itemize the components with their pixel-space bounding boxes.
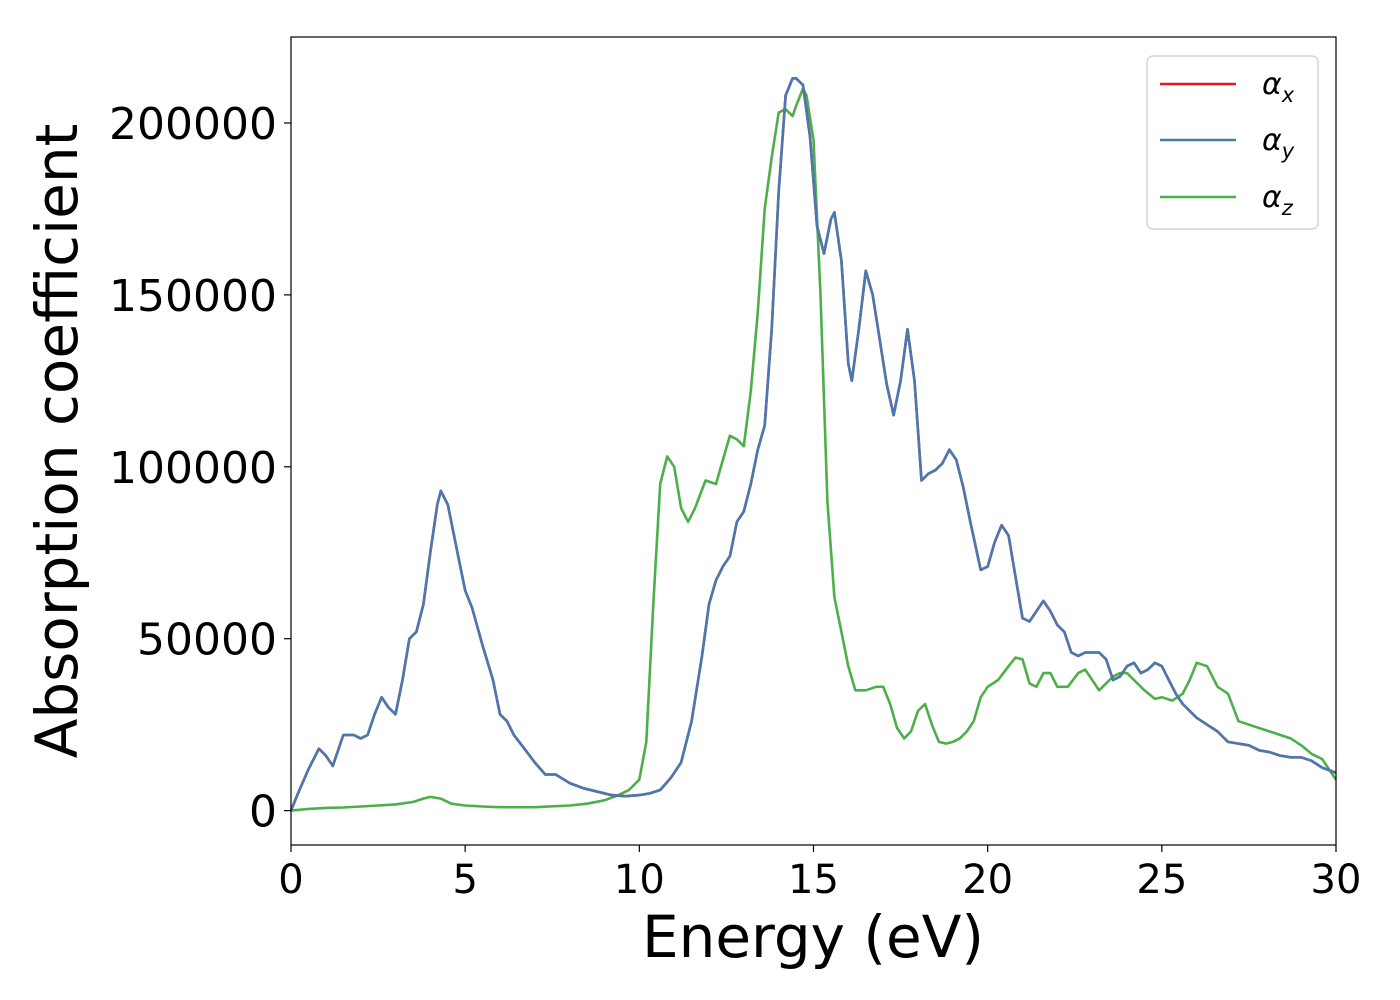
x-tick-label: 10	[614, 857, 665, 903]
y-tick-label: 50000	[137, 615, 277, 666]
x-tick-label: 5	[452, 857, 477, 903]
y-tick-label: 150000	[109, 271, 277, 322]
x-tick-label: 25	[1136, 857, 1187, 903]
x-axis-label: Energy (eV)	[642, 903, 984, 971]
legend-box	[1146, 55, 1319, 230]
y-axis-ticks: 0 50000 100000 150000 200000	[109, 99, 291, 838]
series-lines	[289, 77, 1338, 812]
x-tick-label: 15	[788, 857, 839, 903]
x-tick-label: 30	[1311, 857, 1362, 903]
y-axis-label: Absorption coefficient	[23, 124, 91, 759]
y-tick-label: 100000	[109, 443, 277, 494]
series-line-z	[290, 87, 1338, 812]
y-tick-label: 200000	[109, 99, 277, 150]
series-line-y	[289, 77, 1337, 812]
x-axis-ticks: 0 5 10 15 20 25 30	[278, 845, 1361, 903]
y-tick-label: 0	[249, 787, 277, 838]
x-tick-label: 0	[278, 857, 303, 903]
x-tick-label: 20	[962, 857, 1013, 903]
